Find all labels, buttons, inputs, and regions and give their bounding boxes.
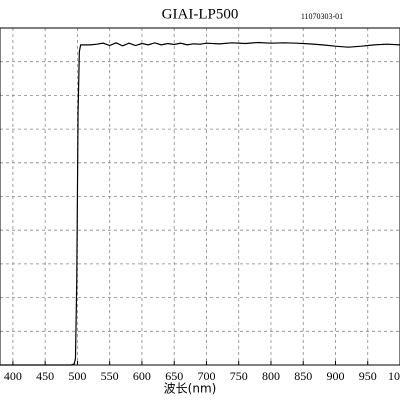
x-tick-label: 950 [359,369,377,383]
x-tick-label: 1000 [388,369,400,383]
x-axis-label: 波长(nm) [164,382,217,396]
plot-frame [0,27,400,366]
chart-title: GIAI-LP500 [162,6,239,22]
chart-subtitle: 11070303-01 [301,12,343,21]
series-line [0,41,400,366]
x-tick-label: 800 [262,369,280,383]
x-tick-label: 550 [101,369,119,383]
x-tick-label: 650 [165,369,183,383]
x-tick-label: 700 [197,369,215,383]
x-tick-label: 400 [4,369,22,383]
x-tick-label: 600 [133,369,151,383]
x-tick-label: 450 [36,369,54,383]
x-tick-label: 750 [230,369,248,383]
x-tick-label: 900 [326,369,344,383]
x-tick-label: 850 [294,369,312,383]
x-tick-label: 500 [68,369,86,383]
